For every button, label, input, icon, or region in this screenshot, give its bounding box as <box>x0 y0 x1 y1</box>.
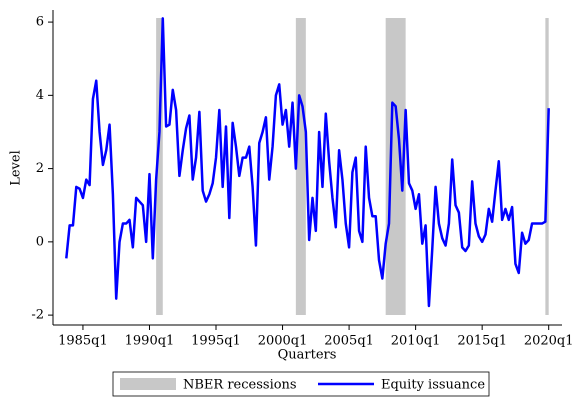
recession-band <box>156 18 163 315</box>
x-tick-label: 2010q1 <box>391 334 441 349</box>
legend-swatch <box>120 378 176 390</box>
y-tick-label: 4 <box>36 88 44 103</box>
recession-band <box>295 18 306 315</box>
x-axis-label: Quarters <box>278 348 337 363</box>
y-tick-label: 6 <box>36 15 44 30</box>
y-tick-label: -2 <box>31 308 44 323</box>
y-axis-label: Level <box>9 150 24 186</box>
recession-band <box>385 18 406 315</box>
x-tick-label: 2000q1 <box>258 334 308 349</box>
x-tick-label: 2005q1 <box>324 334 374 349</box>
legend-label: Equity issuance <box>381 378 485 393</box>
series-line <box>65 17 550 308</box>
x-tick-label: 1990q1 <box>125 334 175 349</box>
y-tick-label: 0 <box>36 234 44 249</box>
x-tick-label: 1995q1 <box>191 334 241 349</box>
x-tick-label: 2015q1 <box>457 334 507 349</box>
y-tick-label: 2 <box>36 161 44 176</box>
x-tick-label: 2020q1 <box>524 334 574 349</box>
x-tick-label: 1985q1 <box>58 334 108 349</box>
legend-label: NBER recessions <box>183 378 297 393</box>
